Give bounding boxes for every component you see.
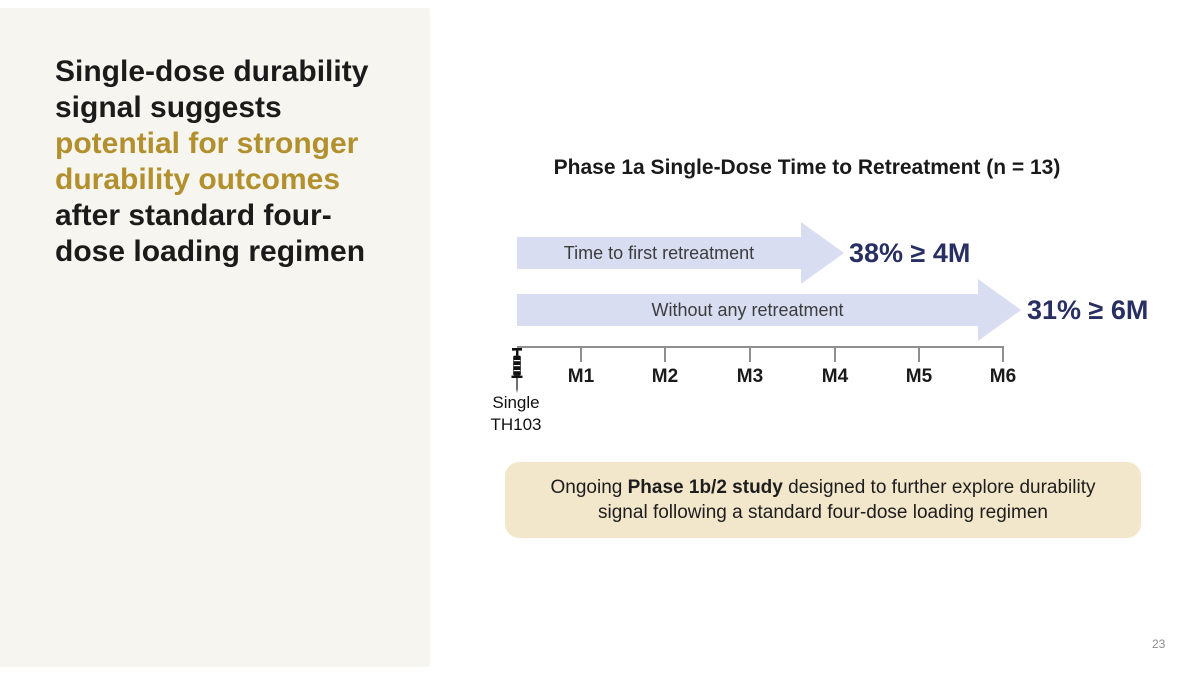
study-callout-text: Ongoing Phase 1b/2 study designed to fur… bbox=[550, 477, 1096, 523]
left-title-panel: Single-dose durability signal suggests p… bbox=[0, 8, 430, 667]
origin-dose-label-line2: TH103 bbox=[490, 415, 542, 434]
timeline-tick-m2 bbox=[664, 346, 666, 362]
arrow-1-stat: 38% ≥ 4M bbox=[849, 238, 971, 268]
arrow-2-stat: 31% ≥ 6M bbox=[1027, 295, 1149, 325]
retreatment-arrow-1: Time to first retreatment bbox=[517, 237, 801, 269]
timeline-label-m5: M5 bbox=[905, 366, 933, 387]
origin-dose-label: Single TH103 bbox=[466, 392, 566, 436]
timeline-tick-m6 bbox=[1002, 346, 1004, 362]
retreatment-arrow-2: Without any retreatment bbox=[517, 294, 978, 326]
origin-dose-label-line1: Single bbox=[492, 393, 540, 412]
arrow-2-head-icon bbox=[978, 279, 1021, 341]
page-number: 23 bbox=[1152, 637, 1166, 651]
timeline-label-m4: M4 bbox=[821, 366, 849, 387]
slide-headline: Single-dose durability signal suggests p… bbox=[55, 55, 369, 268]
timeline-label-m1: M1 bbox=[567, 366, 595, 387]
arrow-1-label: Time to first retreatment bbox=[563, 242, 755, 263]
timeline-axis: M1 M2 M3 M4 M5 M6 bbox=[517, 346, 1016, 396]
timeline-label-m3: M3 bbox=[736, 366, 764, 387]
study-callout-box: Ongoing Phase 1b/2 study designed to fur… bbox=[505, 462, 1141, 538]
timeline-tick-m5 bbox=[918, 346, 920, 362]
arrow-1-head-icon bbox=[801, 222, 844, 284]
syringe-icon bbox=[511, 348, 523, 393]
timeline-tick-m4 bbox=[834, 346, 836, 362]
timeline-label-m6: M6 bbox=[989, 366, 1017, 387]
timeline-tick-m3 bbox=[749, 346, 751, 362]
timeline-tick-m1 bbox=[580, 346, 582, 362]
arrow-2-label: Without any retreatment bbox=[651, 299, 844, 320]
timeline-label-m2: M2 bbox=[651, 366, 679, 387]
timeline-axis-line bbox=[517, 346, 1004, 348]
chart-title: Phase 1a Single-Dose Time to Retreatment… bbox=[553, 156, 1061, 179]
